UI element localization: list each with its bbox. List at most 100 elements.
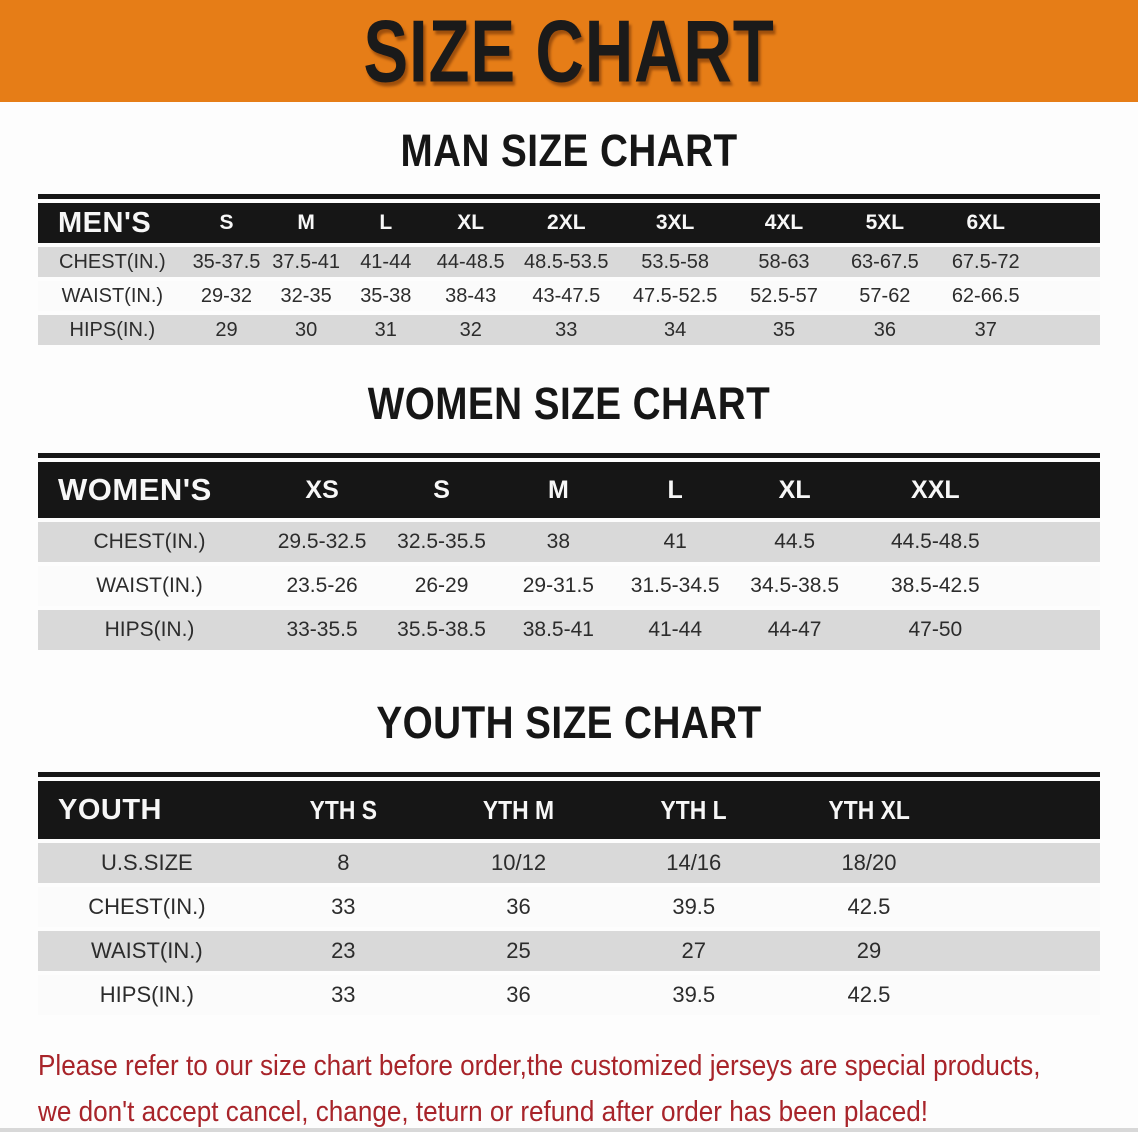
youth-size-value: 39.5 [606,975,782,1015]
men-column-header: 2XL [515,203,617,243]
men-column-header: XL [425,203,516,243]
women-column-header-text: XL [778,475,811,504]
men-column-header-text: S [219,211,234,234]
women-column-header-text: M [547,475,569,504]
women-column-header-text: XS [305,475,339,504]
youth-size-value: 39.5 [606,887,782,927]
men-size-value: 33 [515,315,617,345]
men-row-label: HIPS(IN.) [38,315,187,345]
youth-row-label: HIPS(IN.) [38,975,256,1015]
section-youth: YOUTH SIZE CHART YOUTH YTH S YTH M YTH L YTH… [0,700,1138,1019]
women-column-header: XL [733,462,856,518]
women-size-value: 41 [616,522,734,562]
women-table-label: WOMEN'S [38,462,262,518]
women-column-header-text: S [433,475,450,504]
women-size-value: 44.5-48.5 [855,522,1015,562]
men-size-value: 58-63 [733,247,835,277]
women-size-value: 33-35.5 [261,610,384,650]
youth-size-value: 36 [430,975,607,1015]
men-column-header-text: XL [457,211,485,234]
youth-size-value: 25 [430,931,607,971]
youth-size-value: 42.5 [781,975,957,1015]
women-table-row: WAIST(IN.) 23.5-26 26-29 29-31.5 31.5-34.5 34… [38,566,1100,606]
youth-size-value: 27 [606,931,782,971]
women-size-value: 23.5-26 [261,566,384,606]
women-header-row: WOMEN'S XS S M L XL XXL [38,462,1100,518]
youth-size-value: 33 [255,975,431,1015]
men-size-value: 67.5-72 [935,247,1037,277]
men-size-value: 53.5-58 [616,247,734,277]
men-size-table-wrap: MEN'S S M L XL 2XL 3XL 4XL 5XL 6XL CHEST(IN.) 35-37… [38,194,1100,349]
men-section-heading-text: MAN SIZE CHART [400,125,738,176]
youth-size-value: 42.5 [781,887,957,927]
youth-header-filler [956,781,1100,839]
men-row-label: CHEST(IN.) [38,247,187,277]
women-size-value: 38.5-42.5 [855,566,1015,606]
men-column-header-text: 4XL [764,211,804,234]
women-size-value: 44-47 [733,610,856,650]
women-column-header-text: XXL [911,475,960,504]
women-size-table-wrap: WOMEN'S XS S M L XL XXL CHEST(IN.) 29.5-32.5 32.5… [38,453,1100,654]
disclaimer: Please refer to our size chart before or… [38,1043,1138,1132]
youth-table-row: HIPS(IN.) 33 36 39.5 42.5 [38,975,1100,1015]
men-size-value: 43-47.5 [515,281,617,311]
men-column-header: M [266,203,346,243]
men-row-filler [1036,247,1100,277]
disclaimer-line-1: Please refer to our size chart before or… [38,1050,1041,1082]
men-size-value: 41-44 [345,247,426,277]
women-header-filler [1015,462,1100,518]
men-table-row: CHEST(IN.) 35-37.5 37.5-41 41-44 44-48.5 48.5… [38,247,1100,277]
men-column-header-text: 6XL [966,211,1005,234]
men-size-value: 35-37.5 [186,247,267,277]
youth-column-header-text: YTH XL [828,794,910,825]
women-size-value: 38 [499,522,617,562]
men-size-value: 52.5-57 [733,281,835,311]
men-column-header: 6XL [935,203,1037,243]
men-column-header-text: L [379,211,393,234]
women-size-table-slot: WOMEN'S XS S M L XL XXL CHEST(IN.) 29.5-32.5 32.5… [38,453,1100,654]
youth-row-filler [956,975,1100,1015]
women-table-row: CHEST(IN.) 29.5-32.5 32.5-35.5 38 41 44.5 44.5… [38,522,1100,562]
youth-size-table-slot: YOUTH YTH S YTH M YTH L YTH XL U.S.SIZE 8 10/12… [38,772,1100,1019]
youth-row-label: U.S.SIZE [38,843,256,883]
youth-size-value: 8 [255,843,431,883]
men-column-header: 3XL [616,203,734,243]
women-size-value: 34.5-38.5 [733,566,856,606]
youth-size-value: 14/16 [606,843,782,883]
youth-row-filler [956,843,1100,883]
youth-size-table-wrap: YOUTH YTH S YTH M YTH L YTH XL U.S.SIZE 8 10/12… [38,772,1100,1019]
men-size-value: 35 [733,315,835,345]
men-table-row: WAIST(IN.) 29-32 32-35 35-38 38-43 43-47.5 47.… [38,281,1100,311]
youth-table-label: YOUTH [38,781,256,839]
men-table-label: MEN'S [38,203,187,243]
men-size-value: 63-67.5 [834,247,936,277]
men-row-filler [1036,281,1100,311]
banner: SIZE CHART [0,0,1138,102]
women-table-row: HIPS(IN.) 33-35.5 35.5-38.5 38.5-41 41-44 44-… [38,610,1100,650]
youth-size-value: 36 [430,887,607,927]
men-size-value: 37.5-41 [266,247,346,277]
women-section-heading: WOMEN SIZE CHART [0,381,1138,427]
men-size-value: 57-62 [834,281,936,311]
women-row-filler [1015,522,1100,562]
men-size-value: 29 [186,315,267,345]
youth-size-table: YOUTH YTH S YTH M YTH L YTH XL U.S.SIZE 8 10/12… [38,772,1100,1019]
disclaimer-line-2: we don't accept cancel, change, teturn o… [38,1096,929,1128]
men-column-header-text: 3XL [655,211,695,234]
women-size-value: 35.5-38.5 [383,610,500,650]
bottom-edge-strip [0,1128,1138,1132]
men-size-value: 62-66.5 [935,281,1037,311]
men-size-value: 38-43 [425,281,516,311]
women-row-label: CHEST(IN.) [38,522,262,562]
youth-size-value: 29 [781,931,957,971]
youth-row-label: WAIST(IN.) [38,931,256,971]
youth-table-row: U.S.SIZE 8 10/12 14/16 18/20 [38,843,1100,883]
youth-row-label: CHEST(IN.) [38,887,256,927]
women-size-value: 26-29 [383,566,500,606]
men-column-header: L [345,203,426,243]
women-column-header: L [616,462,734,518]
youth-column-header-text: YTH M [482,794,555,825]
men-size-value: 32 [425,315,516,345]
men-size-value: 30 [266,315,346,345]
youth-column-header: YTH S [255,781,431,839]
